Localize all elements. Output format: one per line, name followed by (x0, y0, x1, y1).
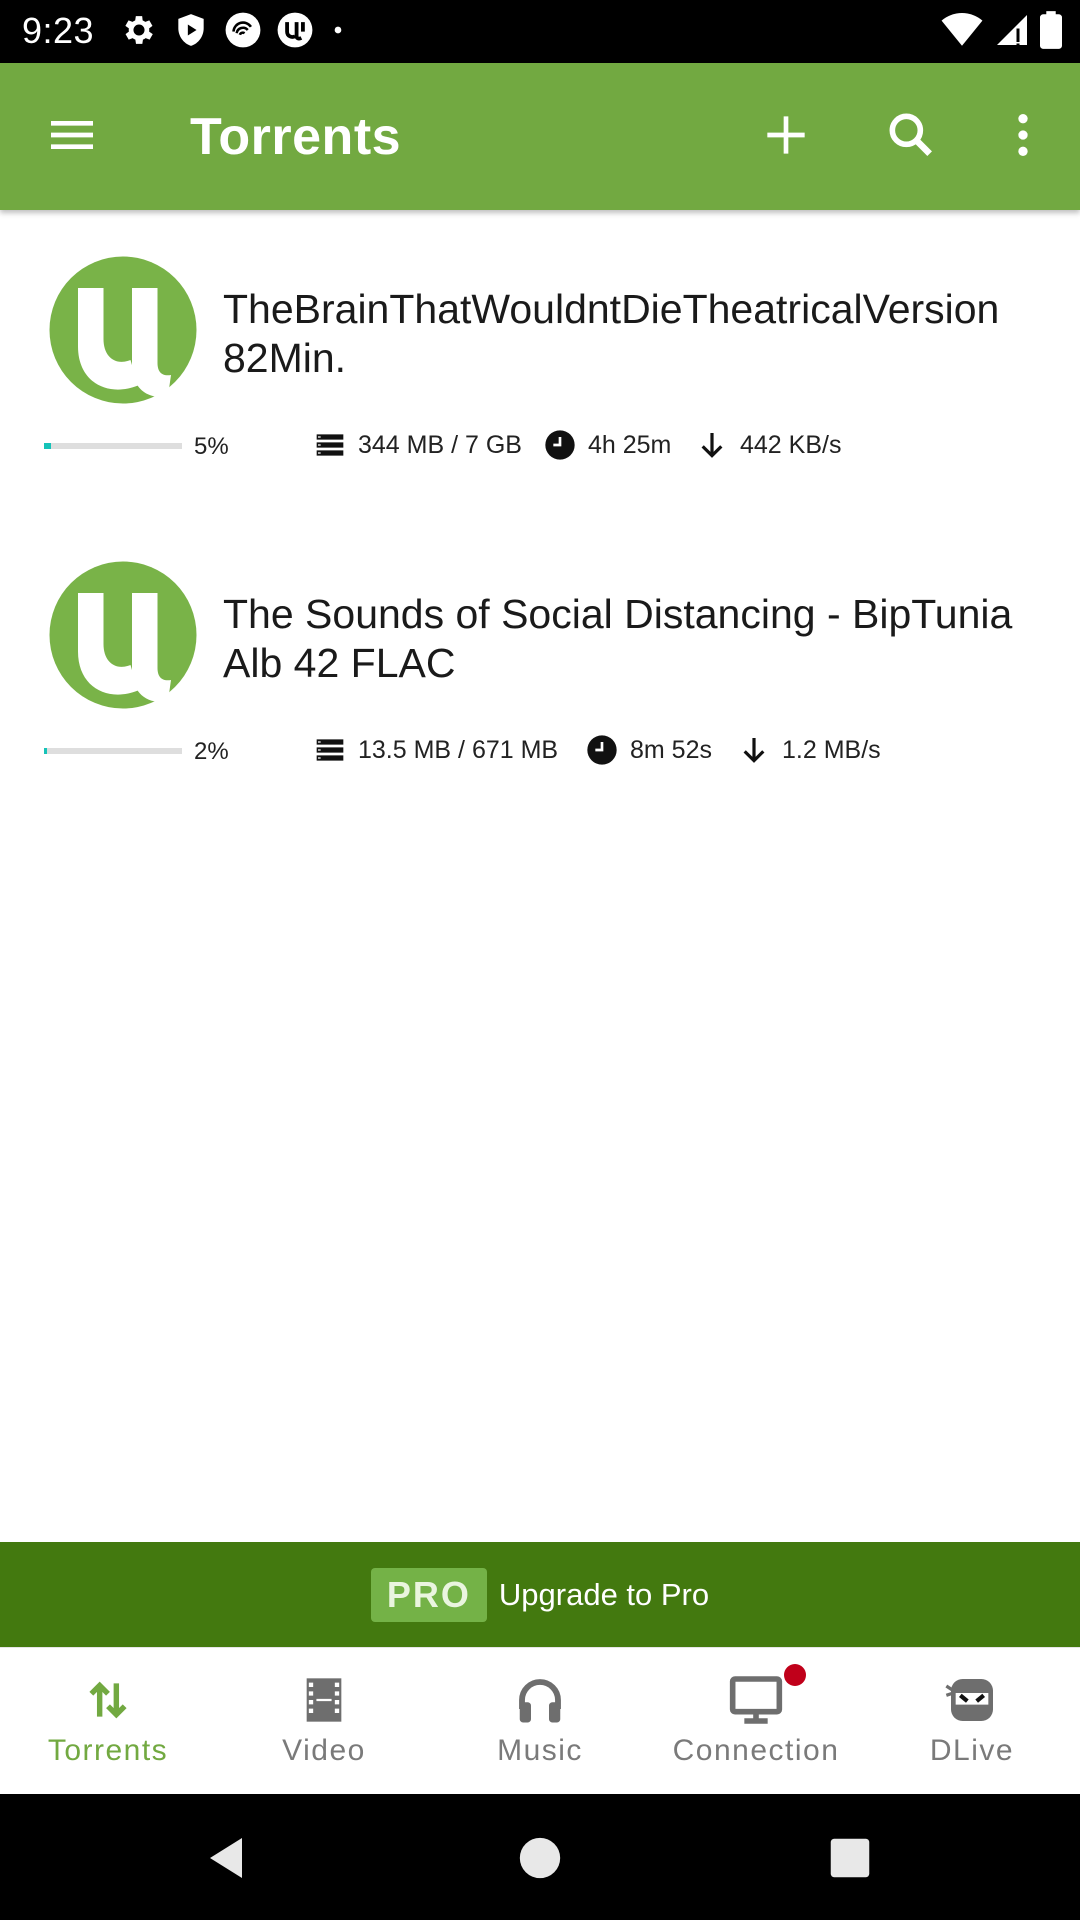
nav-item-music[interactable]: Music (432, 1648, 648, 1795)
nav-item-torrents[interactable]: Torrents (0, 1648, 216, 1795)
add-torrent-button[interactable] (750, 99, 822, 171)
progress-percent: 2% (194, 738, 229, 765)
app-bar: Torrents (0, 63, 1080, 210)
home-circle-icon (519, 1837, 561, 1879)
search-icon (889, 113, 932, 156)
notification-dot (784, 1664, 806, 1686)
status-system-icons (940, 11, 1062, 49)
size-value: 13.5 MB / 671 MB (358, 735, 559, 764)
eta-stat: 8m 52s (586, 732, 712, 768)
nav-item-connection[interactable]: Connection (648, 1648, 864, 1795)
upgrade-banner[interactable]: PRO Upgrade to Pro (0, 1542, 1080, 1647)
back-triangle-icon (210, 1838, 242, 1878)
bottom-navigation: Torrents Video Music Connection DLive (0, 1647, 1080, 1794)
recents-square-icon (830, 1838, 870, 1878)
dot-icon (334, 26, 342, 34)
transfer-arrows-icon (80, 1672, 136, 1728)
progress-percent: 5% (194, 433, 229, 460)
page-title: Torrents (190, 108, 402, 166)
speed-stat: 442 KB/s (696, 427, 841, 463)
shield-play-icon (178, 14, 204, 46)
recents-button[interactable] (822, 1830, 878, 1886)
bittorrent-icon (225, 12, 261, 48)
upgrade-label: Upgrade to Pro (498, 1576, 710, 1612)
plus-icon (767, 116, 805, 154)
torrent-row[interactable]: The Sounds of Social Distancing - BipTun… (0, 560, 1080, 820)
arrow-down-icon (701, 433, 723, 458)
settings-gear-icon (125, 16, 153, 44)
pro-badge: PRO (370, 1567, 487, 1622)
size-stat: 13.5 MB / 671 MB (314, 732, 558, 768)
headphones-icon (512, 1672, 568, 1728)
speed-value: 442 KB/s (740, 430, 842, 459)
film-icon (296, 1672, 352, 1728)
eta-stat: 4h 25m (544, 427, 671, 463)
nav-label: DLive (929, 1734, 1015, 1767)
monitor-icon (728, 1664, 806, 1728)
progress-fill (44, 748, 47, 754)
status-time: 9:23 (22, 10, 95, 51)
more-vertical-icon (1018, 114, 1028, 156)
torrent-name: The Sounds of Social Distancing - BipTun… (223, 591, 1013, 686)
clock-icon (587, 735, 617, 765)
speed-stat: 1.2 MB/s (738, 732, 881, 768)
hamburger-menu-icon (51, 121, 93, 149)
home-button[interactable] (512, 1830, 568, 1886)
nav-label: Torrents (47, 1734, 169, 1767)
menu-button[interactable] (36, 99, 108, 171)
speed-value: 1.2 MB/s (782, 735, 881, 764)
utorrent-status-icon (277, 12, 313, 48)
back-button[interactable] (200, 1830, 256, 1886)
progress-bar (44, 748, 182, 754)
nav-label: Video (282, 1734, 366, 1767)
nav-item-video[interactable]: Video (216, 1648, 432, 1795)
torrent-row[interactable]: TheBrainThatWouldntDieTheatricalVersion … (0, 255, 1080, 515)
nav-label: Music (497, 1734, 583, 1767)
arrow-down-icon (743, 738, 765, 763)
ninja-mask-icon (944, 1672, 1000, 1728)
progress-fill (44, 443, 51, 449)
size-value: 344 MB / 7 GB (358, 430, 522, 459)
utorrent-logo-icon (49, 561, 197, 709)
wifi-icon (941, 13, 983, 46)
status-notification-icons (120, 11, 348, 49)
storage-list-icon (316, 434, 344, 456)
signal-icon (997, 15, 1027, 45)
status-bar: 9:23 (0, 0, 1080, 63)
eta-value: 4h 25m (588, 430, 672, 459)
utorrent-logo-icon (49, 256, 197, 404)
eta-value: 8m 52s (630, 735, 712, 764)
more-options-button[interactable] (987, 99, 1059, 171)
size-stat: 344 MB / 7 GB (314, 427, 522, 463)
nav-label: Connection (672, 1734, 840, 1767)
battery-icon (1040, 11, 1062, 49)
storage-list-icon (316, 739, 344, 761)
progress-bar (44, 443, 182, 449)
clock-icon (545, 430, 575, 460)
nav-item-dlive[interactable]: DLive (864, 1648, 1080, 1795)
system-navigation-bar (0, 1794, 1080, 1920)
search-button[interactable] (875, 99, 947, 171)
torrent-name: TheBrainThatWouldntDieTheatricalVersion … (223, 286, 1000, 381)
